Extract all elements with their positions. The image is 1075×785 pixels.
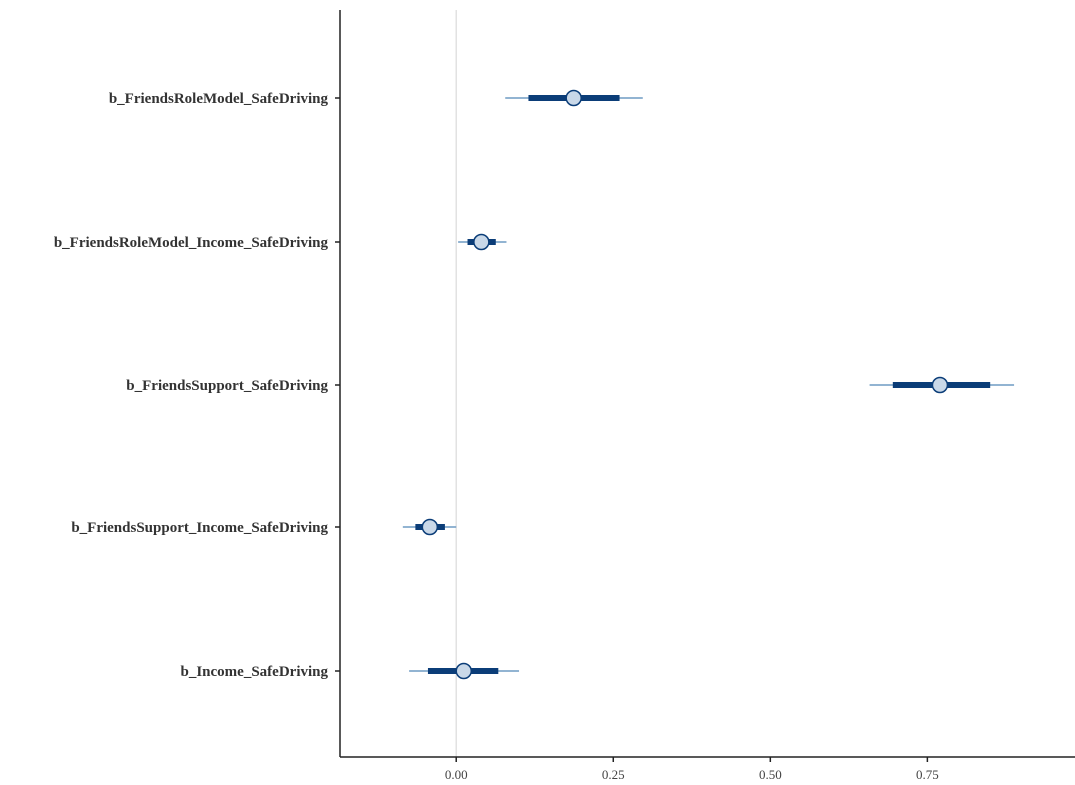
y-tick-label: b_Income_SafeDriving bbox=[181, 664, 329, 680]
y-axis-ticks: b_FriendsRoleModel_SafeDriving b_FriendsR… bbox=[54, 91, 340, 680]
y-tick-label: b_FriendsRoleModel_Income_SafeDriving bbox=[54, 235, 329, 251]
point-estimate bbox=[455, 662, 473, 680]
parameter-row bbox=[409, 662, 520, 680]
point-estimate bbox=[565, 89, 582, 107]
x-axis-ticks: 0.00 0.25 0.50 0.75 bbox=[445, 757, 939, 782]
point-estimate bbox=[931, 376, 949, 394]
y-tick-label: b_FriendsSupport_Income_SafeDriving bbox=[71, 520, 328, 536]
x-tick-label: 0.00 bbox=[445, 767, 468, 782]
parameter-row bbox=[458, 233, 507, 251]
x-tick-label: 0.75 bbox=[916, 767, 939, 782]
x-tick-label: 0.50 bbox=[759, 767, 782, 782]
y-tick-label: b_FriendsRoleModel_SafeDriving bbox=[109, 91, 329, 107]
intervals-layer bbox=[402, 89, 1015, 680]
x-tick-label: 0.25 bbox=[602, 767, 625, 782]
point-estimate bbox=[473, 233, 490, 251]
y-tick-label: b_FriendsSupport_SafeDriving bbox=[126, 378, 328, 394]
parameter-row bbox=[869, 376, 1015, 394]
point-estimate bbox=[421, 518, 439, 536]
parameter-row bbox=[505, 89, 643, 107]
parameter-row bbox=[402, 518, 457, 536]
